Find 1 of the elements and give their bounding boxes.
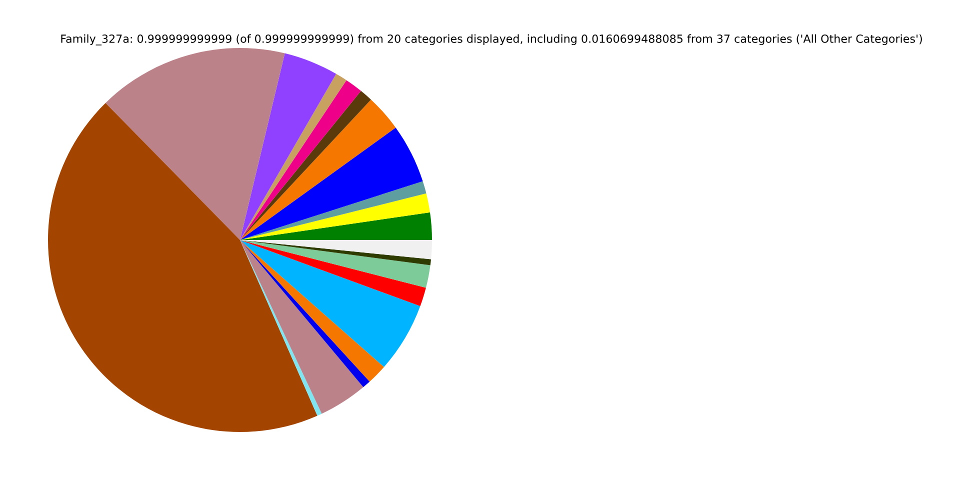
text: Family_327a: 0.999999999999 (of 0.999999999999) from 20 categories displayed, including 0.0160699488085 from 37 categories ('All Other Categories') bbox=[61, 34, 922, 46]
